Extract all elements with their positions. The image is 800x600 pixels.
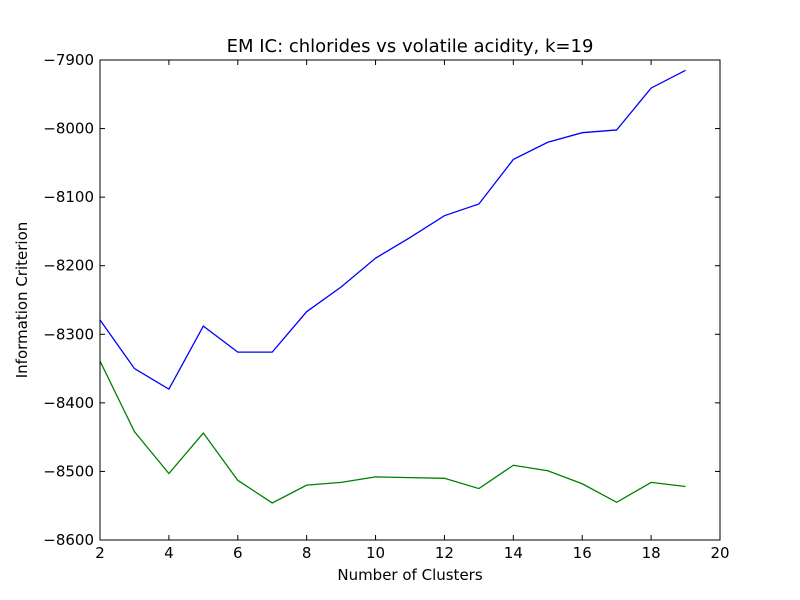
y-tick-label: −8000: [43, 120, 94, 138]
x-tick-label: 6: [233, 544, 243, 562]
series-line-2: [99, 360, 686, 504]
chart-title: EM IC: chlorides vs volatile acidity, k=…: [227, 36, 594, 57]
plot-frame: [99, 59, 721, 541]
y-tick-label: −7900: [43, 51, 94, 69]
y-axis-ticks: −7900 −8000 −8100 −8200 −8300 −8400 −8500 −8600: [43, 51, 720, 549]
x-tick-label: 18: [642, 544, 661, 562]
x-tick-label: 20: [710, 544, 729, 562]
series-line-1: [99, 69, 686, 391]
y-tick-label: −8400: [43, 394, 94, 412]
x-tick-label: 12: [435, 544, 454, 562]
y-tick-label: −8300: [43, 325, 94, 343]
y-tick-label: −8100: [43, 188, 94, 206]
x-axis-ticks: 2 4 6 8 10 12 14 16 18 20: [95, 60, 730, 562]
x-tick-label: 4: [164, 544, 174, 562]
y-tick-label: −8600: [43, 531, 94, 549]
x-tick-label: 16: [573, 544, 592, 562]
x-tick-label: 10: [366, 544, 385, 562]
x-tick-label: 14: [504, 544, 523, 562]
y-tick-label: −8500: [43, 462, 94, 480]
x-tick-label: 8: [302, 544, 312, 562]
x-tick-label: 2: [95, 544, 105, 562]
series-layer: [99, 69, 686, 504]
y-tick-label: −8200: [43, 257, 94, 275]
y-axis-label: Information Criterion: [13, 222, 31, 379]
x-axis-label: Number of Clusters: [337, 566, 482, 584]
